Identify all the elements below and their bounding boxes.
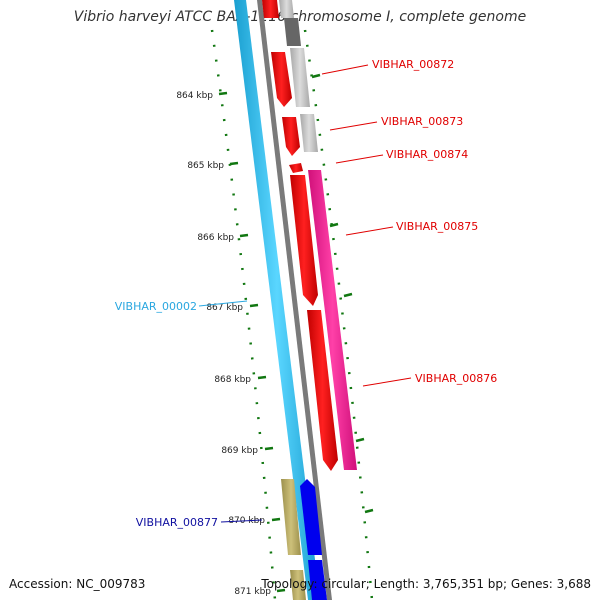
outer-ring-right xyxy=(303,29,374,600)
gene-label: VIBHAR_00873 xyxy=(381,115,463,128)
gene-label: VIBHAR_00872 xyxy=(372,58,454,71)
gene-olive-2 xyxy=(290,570,306,600)
tick-label: 871 kbp xyxy=(234,587,271,597)
gene-top-grey xyxy=(279,0,294,18)
backbone-line xyxy=(257,0,332,600)
gene-label: VIBHAR_00002 xyxy=(115,300,197,313)
gene-00874 xyxy=(289,163,303,173)
gene-magenta xyxy=(308,170,357,470)
tick-label: 864 kbp xyxy=(176,91,213,101)
gene-label: VIBHAR_00876 xyxy=(415,372,497,385)
genome-summary-text: Topology: circular; Length: 3,765,351 bp… xyxy=(261,577,591,591)
tick-label: 865 kbp xyxy=(187,161,224,171)
gene-00875 xyxy=(290,175,318,306)
tick-label: 869 kbp xyxy=(221,446,258,456)
tick-label: 868 kbp xyxy=(214,375,251,385)
scale-tick-marks xyxy=(218,73,374,593)
gene-labels: VIBHAR_00872 VIBHAR_00873 VIBHAR_00874 V… xyxy=(115,58,498,529)
gene-00872 xyxy=(271,52,292,107)
gene-00873 xyxy=(282,117,300,156)
accession-text: Accession: NC_009783 xyxy=(9,577,146,591)
tick-label: 866 kbp xyxy=(197,233,234,243)
gene-top-darkgrey xyxy=(284,18,301,46)
gene-00876 xyxy=(307,310,338,471)
gene-grey-2 xyxy=(300,114,318,152)
gene-blue-2 xyxy=(308,560,327,600)
gene-label: VIBHAR_00875 xyxy=(396,220,478,233)
gene-label: VIBHAR_00877 xyxy=(136,516,218,529)
gene-grey-1 xyxy=(290,48,310,107)
gene-label: VIBHAR_00874 xyxy=(386,148,468,161)
outer-ring-left xyxy=(210,29,277,600)
map-title: Vibrio harveyi ATCC BAA-1116 chromosome … xyxy=(73,9,527,25)
gene-top-red xyxy=(262,0,279,18)
gene-blue xyxy=(300,479,322,555)
tick-label: 867 kbp xyxy=(206,303,243,313)
gene-00877 xyxy=(281,479,301,555)
cyan-gene-track xyxy=(234,0,320,600)
callout-lines xyxy=(198,64,412,523)
